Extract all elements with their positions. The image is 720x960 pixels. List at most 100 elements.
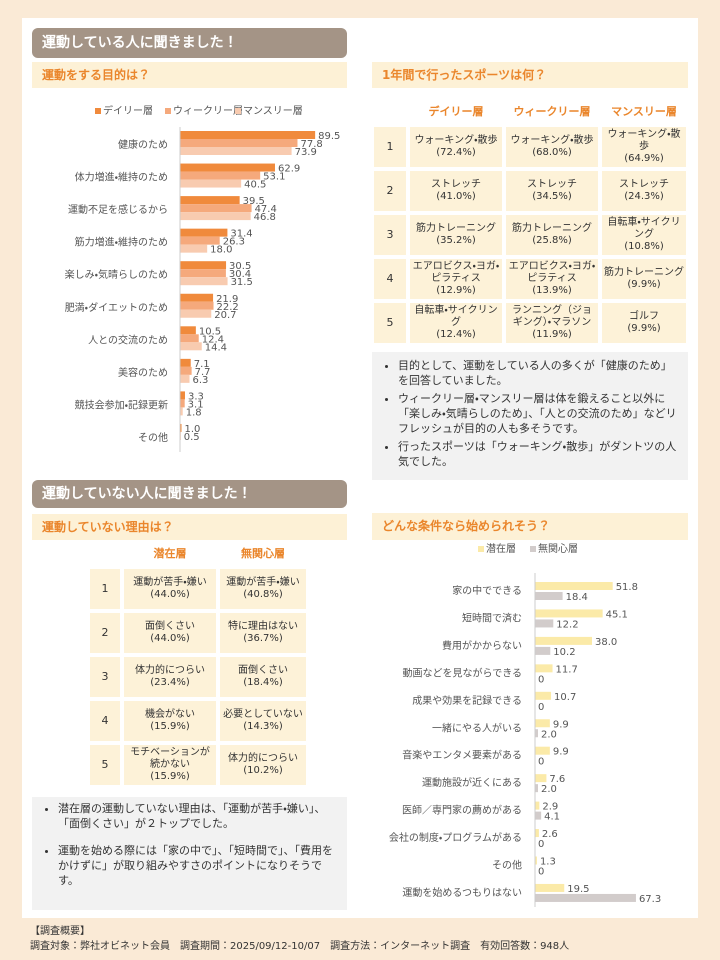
- value-label: 89.5: [318, 131, 340, 142]
- bar: [180, 204, 252, 213]
- chart-title: どんな条件なら始められそう？: [372, 513, 688, 540]
- table-cell: ストレッチ (41.0%): [408, 169, 504, 213]
- value-label: 0.5: [184, 432, 200, 443]
- note: ウィークリー層・マンスリー層は体を鍛えること以外に「楽しみ・気晴らしのため」、「…: [398, 391, 678, 436]
- cell-name: 自転車・サイクリング: [414, 305, 498, 328]
- bar: [180, 196, 240, 205]
- value-label: 4.1: [544, 812, 560, 823]
- bar: [535, 592, 563, 600]
- cell-percent: (40.8%): [243, 589, 283, 600]
- cell-percent: (34.5%): [532, 191, 572, 202]
- cell-percent: (24.3%): [624, 191, 664, 202]
- category-label: 動画などを見ながらできる: [403, 666, 523, 679]
- bar: [180, 309, 212, 318]
- bar: [180, 358, 191, 367]
- column-header: 潜在層: [153, 547, 187, 560]
- cell-percent: (9.9%): [627, 323, 661, 334]
- value-label: 0: [538, 674, 544, 685]
- bar: [180, 244, 208, 253]
- value-label: 51.8: [616, 582, 638, 593]
- category-label: 運動施設が近くにある: [422, 776, 522, 789]
- value-label: 14.4: [205, 342, 227, 353]
- note: 目的として、運動をしている人の多くが「健康のため」を回答していました。: [398, 358, 678, 388]
- value-label: 2.6: [542, 829, 558, 840]
- category-label: 楽しみ・気晴らしのため: [65, 268, 168, 281]
- bar: [535, 746, 550, 755]
- value-label: 77.8: [300, 139, 322, 150]
- value-label: 7.1: [194, 359, 210, 370]
- value-label: 1.0: [185, 424, 201, 435]
- bar: [535, 609, 603, 618]
- category-label: 競技会参加・記録更新: [75, 398, 168, 411]
- value-label: 11.7: [556, 664, 578, 675]
- cell-name: ランニング（ジョギング）・マラソン: [512, 305, 592, 328]
- value-label: 0: [538, 757, 544, 768]
- section-title: 運動していない人に聞きました！: [32, 480, 347, 508]
- legend-swatch: [165, 108, 171, 114]
- category-label: 人との交流のため: [88, 334, 168, 346]
- cell-percent: (64.9%): [624, 153, 664, 164]
- table-cell: 運動が苦手・嫌い (40.8%): [218, 567, 308, 611]
- bar: [535, 729, 538, 738]
- value-label: 2.9: [542, 802, 558, 813]
- bar: [180, 301, 214, 310]
- cell-percent: (36.7%): [243, 633, 283, 644]
- cell-name: 筋力トレーニング: [512, 223, 592, 234]
- table-title: 運動していない理由は？: [32, 514, 347, 540]
- value-label: 0: [538, 867, 544, 878]
- value-label: 7.6: [549, 774, 565, 785]
- column-header: マンスリー層: [611, 105, 677, 118]
- cell-percent: (41.0%): [436, 191, 476, 202]
- value-label: 38.0: [595, 637, 617, 648]
- bar: [535, 811, 542, 820]
- bar: [535, 893, 636, 902]
- bar: [180, 366, 192, 375]
- cell-percent: (12.9%): [436, 285, 476, 296]
- rank: 4: [88, 699, 122, 743]
- category-label: 運動を始めるつもりはない: [402, 886, 522, 899]
- value-label: 7.7: [195, 367, 211, 378]
- value-label: 30.5: [229, 261, 251, 272]
- rank: 5: [88, 743, 122, 787]
- cell-name: 運動が苦手・嫌い: [226, 577, 300, 588]
- value-label: 22.2: [217, 302, 239, 313]
- bar: [180, 163, 275, 172]
- value-label: 30.4: [229, 269, 251, 280]
- legend-label: マンスリー層: [243, 105, 303, 117]
- table-cell: ウォーキング・散歩 (68.0%): [504, 125, 600, 169]
- category-label: 家の中でできる: [452, 584, 522, 597]
- bar: [180, 131, 316, 139]
- bar: [180, 139, 298, 147]
- cell-name: ゴルフ: [629, 311, 659, 322]
- column-header: 無関心層: [241, 547, 285, 560]
- bar: [180, 212, 251, 221]
- bar: [180, 236, 220, 245]
- table-cell: 体力的につらい (23.4%): [122, 655, 218, 699]
- section-title: 運動している人に聞きました！: [32, 28, 347, 58]
- category-label: 肥満・ダイエットのため: [65, 301, 168, 314]
- cell-name: モチベーションが続かない: [130, 747, 210, 770]
- value-label: 12.2: [556, 619, 578, 630]
- bar: [180, 269, 226, 278]
- cell-percent: (11.9%): [532, 329, 572, 340]
- cell-name: ウォーキング・散歩: [414, 135, 498, 146]
- cell-name: 運動が苦手・嫌い: [133, 577, 207, 588]
- bar: [180, 261, 227, 270]
- value-label: 12.4: [202, 334, 224, 345]
- value-label: 46.8: [254, 212, 276, 223]
- cell-percent: (23.4%): [150, 677, 190, 688]
- bar: [535, 646, 551, 655]
- rank: 1: [88, 567, 122, 611]
- bar: [180, 407, 183, 416]
- bar: [180, 342, 202, 351]
- bar: [180, 423, 182, 432]
- category-label: 筋力増進・維持のため: [75, 236, 168, 249]
- table-cell: 特に理由はない (36.7%): [218, 611, 308, 655]
- cell-percent: (15.9%): [150, 771, 190, 782]
- rank: 3: [88, 655, 122, 699]
- category-label: 会社の制度・プログラムがある: [389, 831, 522, 844]
- value-label: 45.1: [606, 609, 628, 620]
- value-label: 6.3: [193, 375, 209, 386]
- cell-percent: (44.0%): [150, 633, 190, 644]
- table-cell: エアロビクス・ヨガ・ピラティス (12.9%): [408, 257, 504, 301]
